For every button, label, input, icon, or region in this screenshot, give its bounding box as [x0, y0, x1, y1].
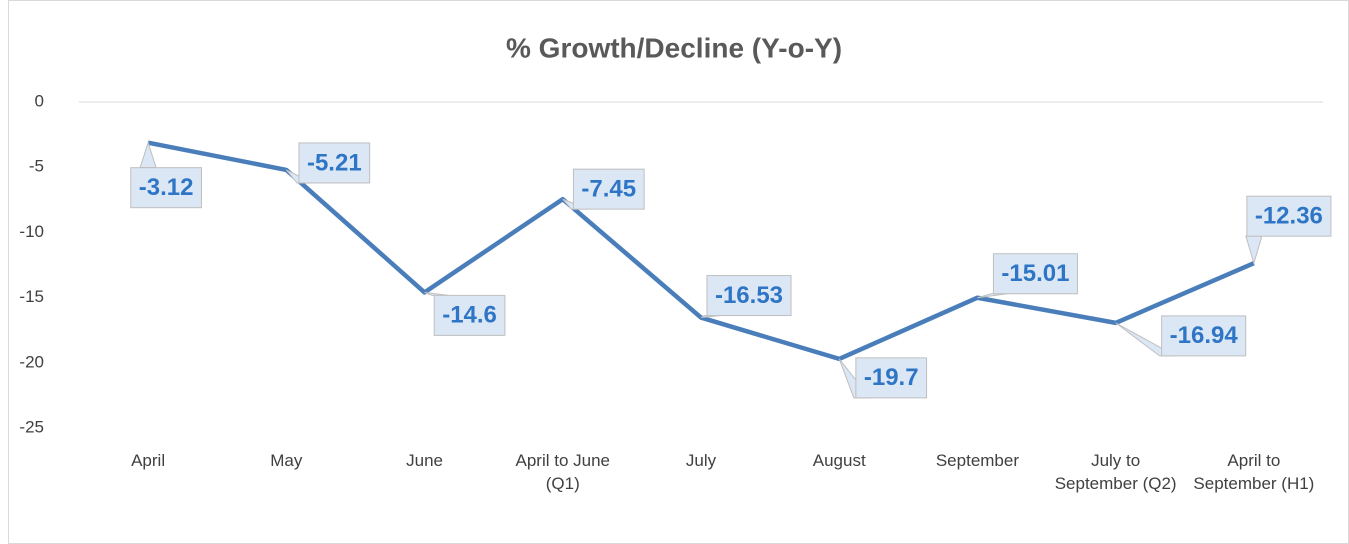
- x-tick-label: April to June (Q1): [515, 451, 611, 493]
- callout-box: [992, 253, 1078, 295]
- y-tick-label: 0: [35, 91, 44, 110]
- x-tick-label: August: [812, 451, 866, 470]
- y-tick-label: -25: [19, 417, 44, 436]
- callout-box: [298, 142, 371, 184]
- data-label-text: -16.94: [1170, 322, 1239, 349]
- x-tick-label: May: [270, 451, 303, 470]
- x-tick-label: April: [131, 451, 166, 470]
- callout-box: [572, 168, 645, 210]
- data-label: -7.45: [562, 168, 645, 210]
- data-label-text: -7.45: [581, 175, 636, 202]
- callout-pointer: [1245, 235, 1263, 265]
- data-label-text: -12.36: [1255, 203, 1323, 230]
- chart-title: % Growth/Decline (Y-o-Y): [506, 32, 842, 63]
- data-label-text: -19.7: [864, 364, 919, 391]
- data-label: -15.01: [977, 253, 1078, 299]
- y-tick-label: -10: [19, 222, 44, 241]
- callout-box: [433, 294, 506, 336]
- data-label: -5.21: [285, 142, 371, 184]
- data-label-text: -14.6: [442, 302, 497, 329]
- callout-box: [1246, 195, 1332, 237]
- y-tick-label: -15: [19, 287, 44, 306]
- callout-pointer: [977, 293, 1008, 299]
- x-tick-label: September: [935, 451, 1020, 470]
- data-label: -16.94: [1115, 315, 1247, 357]
- x-tick-label: July: [685, 451, 717, 470]
- x-tick-label: June: [406, 451, 443, 470]
- data-label: -14.6: [424, 291, 506, 336]
- y-tick-label: -20: [19, 352, 44, 371]
- x-tick-label: July to September (Q2): [1054, 451, 1177, 493]
- data-label: -12.36: [1245, 195, 1332, 265]
- callout-box: [855, 357, 928, 399]
- callout-pointer: [139, 141, 157, 169]
- data-label-text: -5.21: [307, 149, 362, 176]
- y-tick-label: -5: [29, 157, 44, 176]
- data-label-text: -3.12: [139, 174, 194, 201]
- callout-box: [706, 275, 792, 317]
- data-label-text: -16.53: [715, 282, 783, 309]
- x-tick-label: April to September (H1): [1193, 451, 1315, 493]
- data-label: -3.12: [130, 141, 202, 209]
- callout-box: [1161, 315, 1247, 357]
- callout-box: [130, 167, 202, 209]
- data-label-text: -15.01: [1001, 260, 1069, 287]
- data-label: -19.7: [838, 357, 928, 399]
- data-label: -16.53: [700, 275, 792, 319]
